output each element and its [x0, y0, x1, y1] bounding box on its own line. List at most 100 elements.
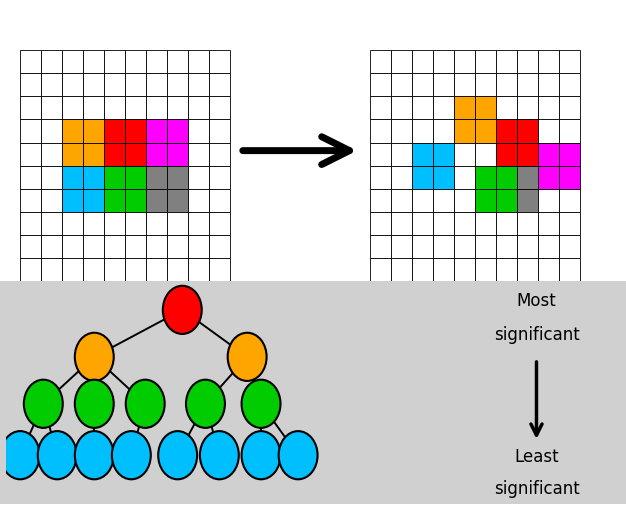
- Bar: [62, 258, 83, 281]
- Bar: [475, 96, 496, 120]
- Bar: [125, 212, 146, 235]
- Bar: [62, 50, 83, 73]
- Bar: [146, 120, 167, 142]
- Bar: [20, 166, 41, 189]
- Bar: [517, 189, 538, 212]
- Bar: [391, 166, 412, 189]
- Bar: [62, 96, 83, 120]
- Bar: [496, 120, 517, 142]
- Bar: [41, 235, 62, 258]
- Bar: [391, 73, 412, 96]
- Bar: [188, 212, 209, 235]
- Ellipse shape: [112, 431, 151, 479]
- Bar: [125, 73, 146, 96]
- Bar: [475, 189, 496, 212]
- Bar: [454, 120, 475, 142]
- Bar: [188, 166, 209, 189]
- Bar: [167, 142, 188, 166]
- Bar: [167, 166, 188, 189]
- Bar: [454, 96, 475, 120]
- Bar: [20, 96, 41, 120]
- Bar: [538, 212, 559, 235]
- Bar: [475, 212, 496, 235]
- Bar: [125, 166, 146, 189]
- Bar: [475, 120, 496, 142]
- Text: significant: significant: [494, 326, 579, 344]
- Bar: [146, 50, 167, 73]
- Bar: [517, 142, 538, 166]
- Ellipse shape: [24, 380, 63, 428]
- Bar: [188, 189, 209, 212]
- Bar: [433, 142, 454, 166]
- Ellipse shape: [38, 431, 76, 479]
- Bar: [41, 166, 62, 189]
- Bar: [433, 212, 454, 235]
- Bar: [125, 189, 146, 212]
- Bar: [125, 96, 146, 120]
- Bar: [454, 142, 475, 166]
- Bar: [496, 235, 517, 258]
- Bar: [188, 50, 209, 73]
- Bar: [20, 258, 41, 281]
- Bar: [412, 120, 433, 142]
- Bar: [209, 50, 230, 73]
- Bar: [209, 166, 230, 189]
- Bar: [188, 120, 209, 142]
- Bar: [188, 73, 209, 96]
- Bar: [209, 235, 230, 258]
- Bar: [391, 258, 412, 281]
- Bar: [370, 189, 391, 212]
- Bar: [41, 120, 62, 142]
- Bar: [412, 235, 433, 258]
- Bar: [41, 142, 62, 166]
- Bar: [125, 120, 146, 142]
- Bar: [496, 73, 517, 96]
- Bar: [559, 50, 580, 73]
- Bar: [475, 235, 496, 258]
- Bar: [370, 120, 391, 142]
- Bar: [433, 166, 454, 189]
- Bar: [146, 96, 167, 120]
- Bar: [370, 258, 391, 281]
- Bar: [62, 212, 83, 235]
- Bar: [62, 235, 83, 258]
- Bar: [559, 142, 580, 166]
- Bar: [62, 166, 83, 189]
- Bar: [517, 120, 538, 142]
- Ellipse shape: [228, 333, 267, 381]
- Bar: [559, 258, 580, 281]
- Bar: [454, 212, 475, 235]
- Bar: [104, 142, 125, 166]
- Bar: [167, 50, 188, 73]
- Bar: [538, 166, 559, 189]
- Bar: [370, 142, 391, 166]
- Bar: [454, 166, 475, 189]
- Bar: [475, 166, 496, 189]
- Bar: [559, 189, 580, 212]
- Bar: [125, 50, 146, 73]
- Bar: [83, 258, 104, 281]
- Bar: [370, 235, 391, 258]
- Bar: [538, 50, 559, 73]
- Bar: [62, 73, 83, 96]
- Bar: [20, 212, 41, 235]
- Bar: [412, 96, 433, 120]
- Ellipse shape: [75, 380, 114, 428]
- Bar: [167, 73, 188, 96]
- Bar: [496, 96, 517, 120]
- Bar: [167, 120, 188, 142]
- Bar: [496, 189, 517, 212]
- Bar: [125, 258, 146, 281]
- Bar: [517, 235, 538, 258]
- Bar: [146, 166, 167, 189]
- Ellipse shape: [1, 431, 39, 479]
- Bar: [146, 189, 167, 212]
- Bar: [517, 50, 538, 73]
- Ellipse shape: [163, 286, 202, 334]
- Bar: [20, 235, 41, 258]
- Bar: [496, 50, 517, 73]
- Bar: [559, 120, 580, 142]
- Ellipse shape: [158, 431, 197, 479]
- Bar: [41, 212, 62, 235]
- Bar: [559, 73, 580, 96]
